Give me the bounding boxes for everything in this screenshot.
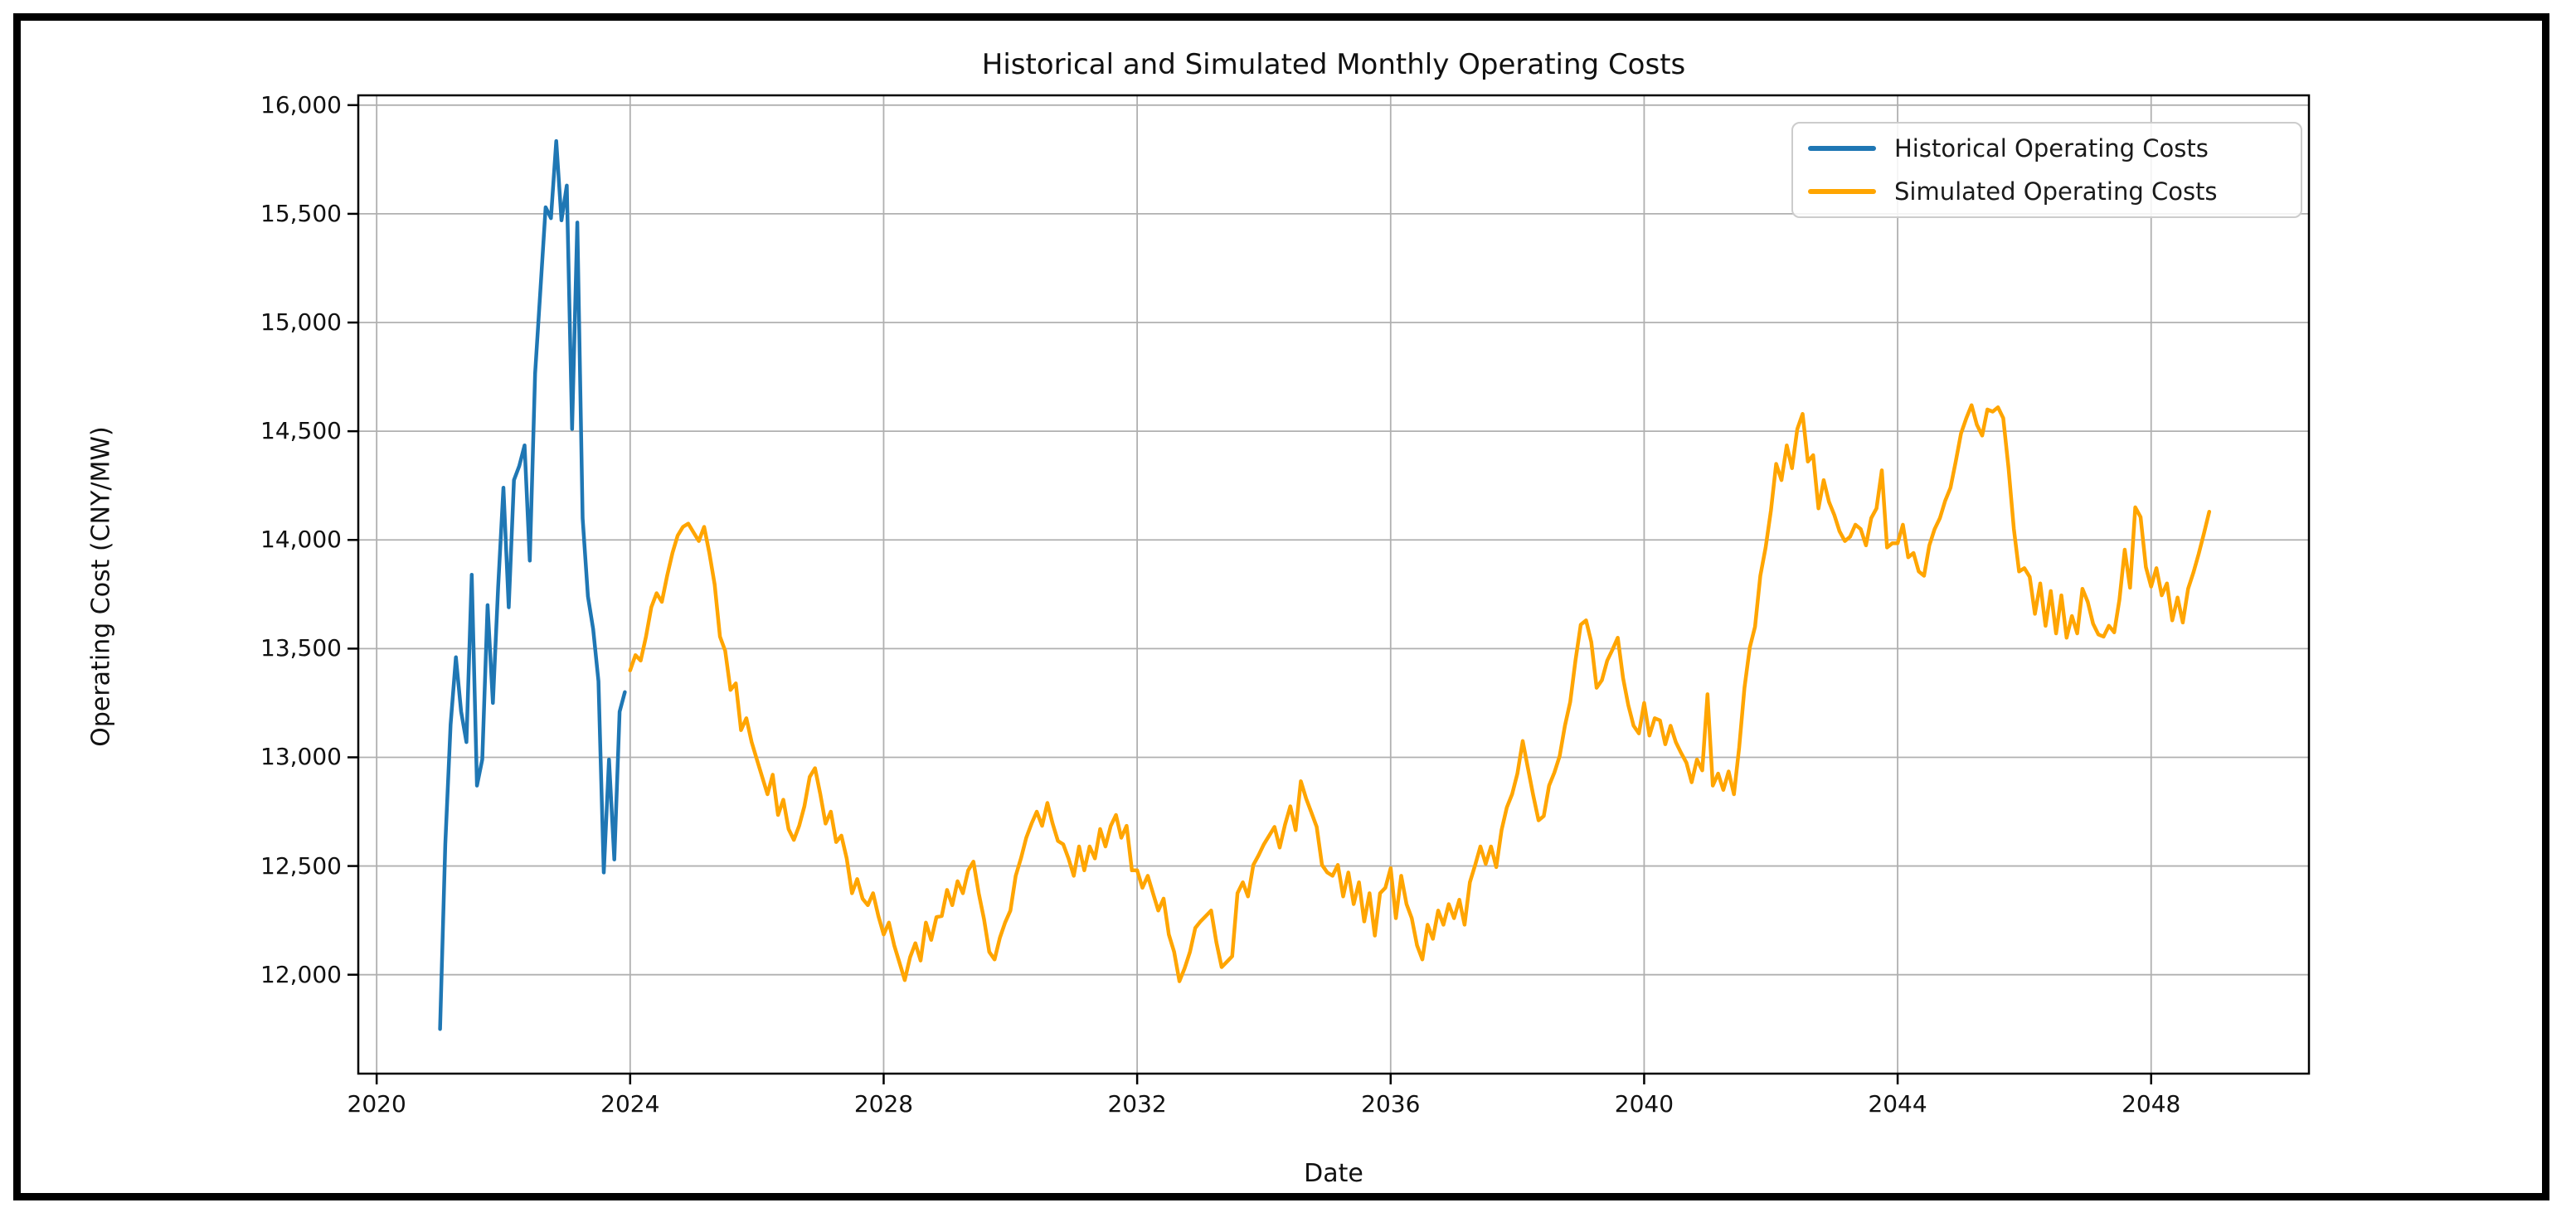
- simulated-line-sample-icon: [1808, 189, 1876, 194]
- legend: Historical Operating Costs Simulated Ope…: [1791, 122, 2302, 218]
- legend-label-historical: Historical Operating Costs: [1894, 134, 2209, 162]
- axes-spines: [357, 94, 2311, 1075]
- historical-line-sample-icon: [1808, 146, 1876, 151]
- y-tick-label: 14,000: [260, 526, 342, 554]
- y-axis-label: Operating Cost (CNY/MW): [86, 426, 116, 747]
- x-axis-label: Date: [1304, 1159, 1363, 1188]
- y-tick-label: 16,000: [260, 90, 342, 119]
- x-tick-label: 2024: [600, 1090, 660, 1118]
- y-tick-label: 13,000: [260, 743, 342, 771]
- y-tick-label: 15,000: [260, 308, 342, 337]
- legend-entry-simulated: Simulated Operating Costs: [1808, 174, 2286, 209]
- x-tick-label: 2036: [1361, 1090, 1421, 1118]
- x-tick-label: 2040: [1614, 1090, 1674, 1118]
- y-tick-label: 14,500: [260, 417, 342, 445]
- y-tick-label: 13,500: [260, 634, 342, 662]
- chart-title: Historical and Simulated Monthly Operati…: [981, 48, 1686, 81]
- series-line-historical: [438, 138, 627, 1031]
- x-tick-label: 2044: [1868, 1090, 1927, 1118]
- x-tick-label: 2048: [2122, 1090, 2181, 1118]
- x-tick-label: 2032: [1107, 1090, 1167, 1118]
- y-tick-label: 12,000: [260, 960, 342, 988]
- series-line-simulated: [628, 403, 2212, 983]
- y-tick-label: 15,500: [260, 199, 342, 227]
- y-tick-label: 12,500: [260, 851, 342, 880]
- legend-entry-historical: Historical Operating Costs: [1808, 131, 2286, 166]
- legend-label-simulated: Simulated Operating Costs: [1894, 177, 2218, 206]
- x-tick-label: 2020: [347, 1090, 406, 1118]
- x-tick-label: 2028: [853, 1090, 914, 1118]
